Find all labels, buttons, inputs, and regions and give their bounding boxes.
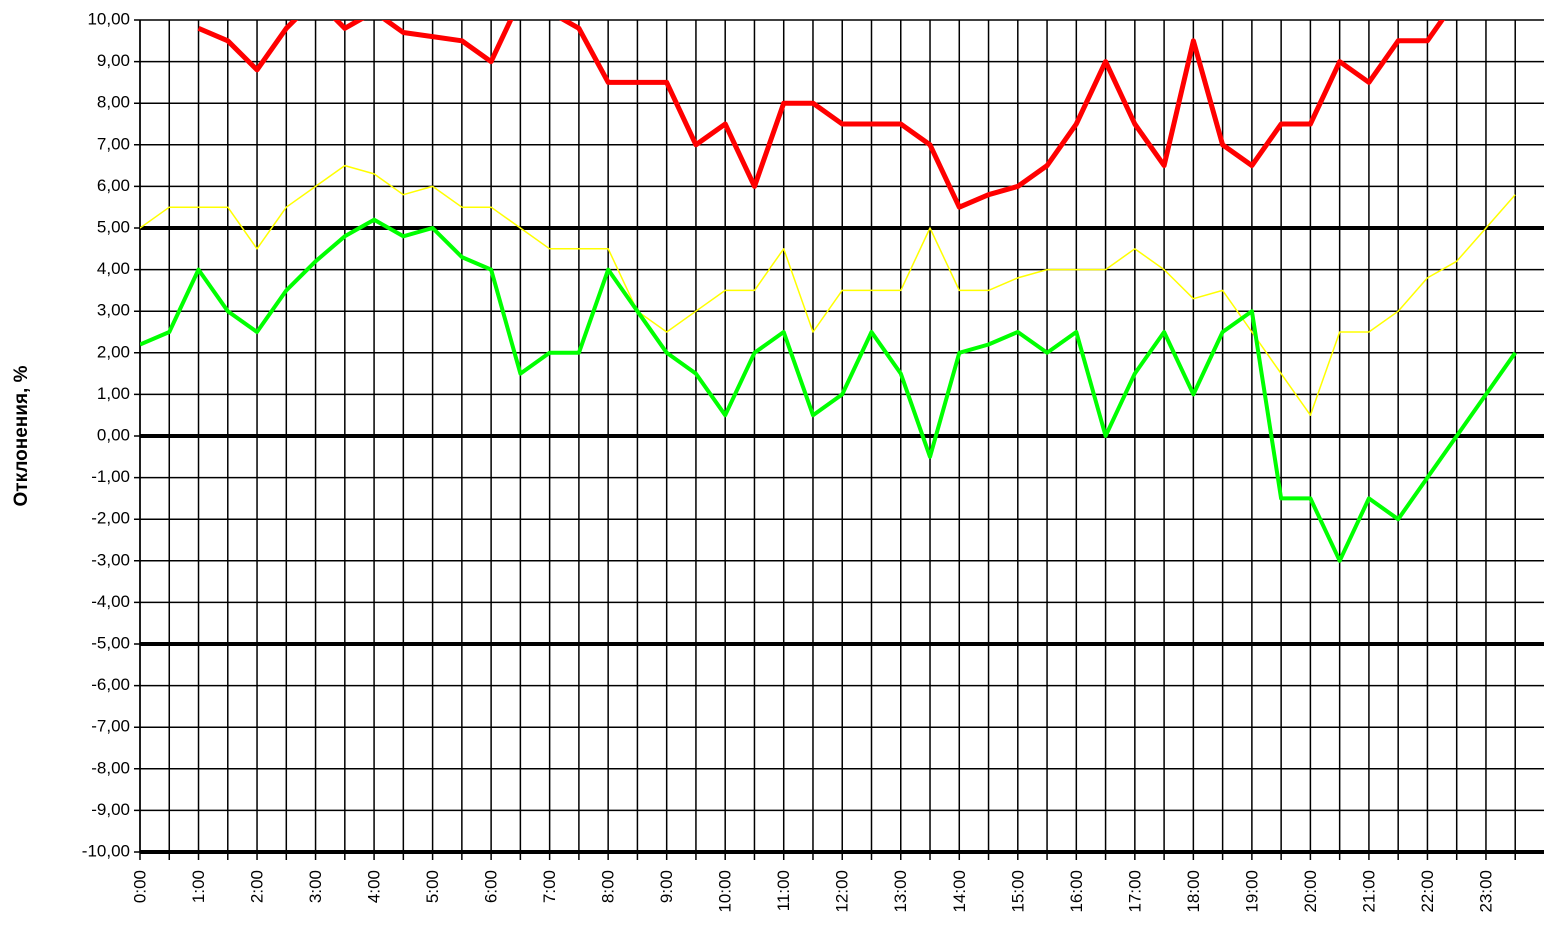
y-tick-label: 10,00 — [87, 9, 130, 28]
x-tick-label: 15:00 — [1008, 870, 1027, 913]
x-tick-label: 3:00 — [306, 870, 325, 903]
x-tick-label: 17:00 — [1125, 870, 1144, 913]
x-tick-label: 0:00 — [130, 870, 149, 903]
x-tick-label: 7:00 — [540, 870, 559, 903]
x-tick-label: 6:00 — [482, 870, 501, 903]
x-tick-label: 21:00 — [1359, 870, 1378, 913]
x-tick-label: 10:00 — [716, 870, 735, 913]
x-tick-label: 9:00 — [657, 870, 676, 903]
y-tick-label: -1,00 — [91, 467, 130, 486]
x-tick-label: 16:00 — [1067, 870, 1086, 913]
x-tick-label: 19:00 — [1242, 870, 1261, 913]
y-tick-label: -8,00 — [91, 758, 130, 777]
y-tick-label: 0,00 — [97, 425, 130, 444]
y-tick-label: 7,00 — [97, 134, 130, 153]
y-tick-label: 5,00 — [97, 217, 130, 236]
x-tick-label: 22:00 — [1418, 870, 1437, 913]
y-tick-label: -5,00 — [91, 633, 130, 652]
x-tick-label: 5:00 — [423, 870, 442, 903]
y-tick-label: -6,00 — [91, 675, 130, 694]
series-line — [197, 20, 1446, 210]
y-axis-label: Отклонения, % — [11, 365, 32, 506]
y-tick-label: -2,00 — [91, 509, 130, 528]
x-tick-label: 23:00 — [1476, 870, 1495, 913]
y-tick-label: -3,00 — [91, 550, 130, 569]
x-tick-label: 20:00 — [1301, 870, 1320, 913]
y-tick-label: -9,00 — [91, 800, 130, 819]
y-tick-label: -10,00 — [82, 841, 130, 860]
y-tick-label: -7,00 — [91, 717, 130, 736]
y-tick-label: 1,00 — [97, 384, 130, 403]
x-tick-label: 11:00 — [774, 870, 793, 911]
x-tick-label: 8:00 — [599, 870, 618, 903]
y-tick-label: 6,00 — [97, 176, 130, 195]
x-tick-label: 13:00 — [891, 870, 910, 913]
x-tick-label: 2:00 — [248, 870, 267, 903]
x-tick-label: 4:00 — [365, 870, 384, 903]
y-tick-label: 3,00 — [97, 301, 130, 320]
series-line — [140, 164, 1516, 416]
y-tick-label: 2,00 — [97, 342, 130, 361]
y-tick-label: -4,00 — [91, 592, 130, 611]
plot — [140, 20, 1517, 563]
x-tick-label: 1:00 — [189, 870, 208, 903]
x-tick-label: 14:00 — [950, 870, 969, 913]
series-line — [140, 217, 1517, 563]
x-tick-label: 12:00 — [833, 870, 852, 913]
y-tick-label: 4,00 — [97, 259, 130, 278]
x-tick-label: 18:00 — [1184, 870, 1203, 913]
y-tick-label: 9,00 — [97, 51, 130, 70]
y-tick-label: 8,00 — [97, 93, 130, 112]
